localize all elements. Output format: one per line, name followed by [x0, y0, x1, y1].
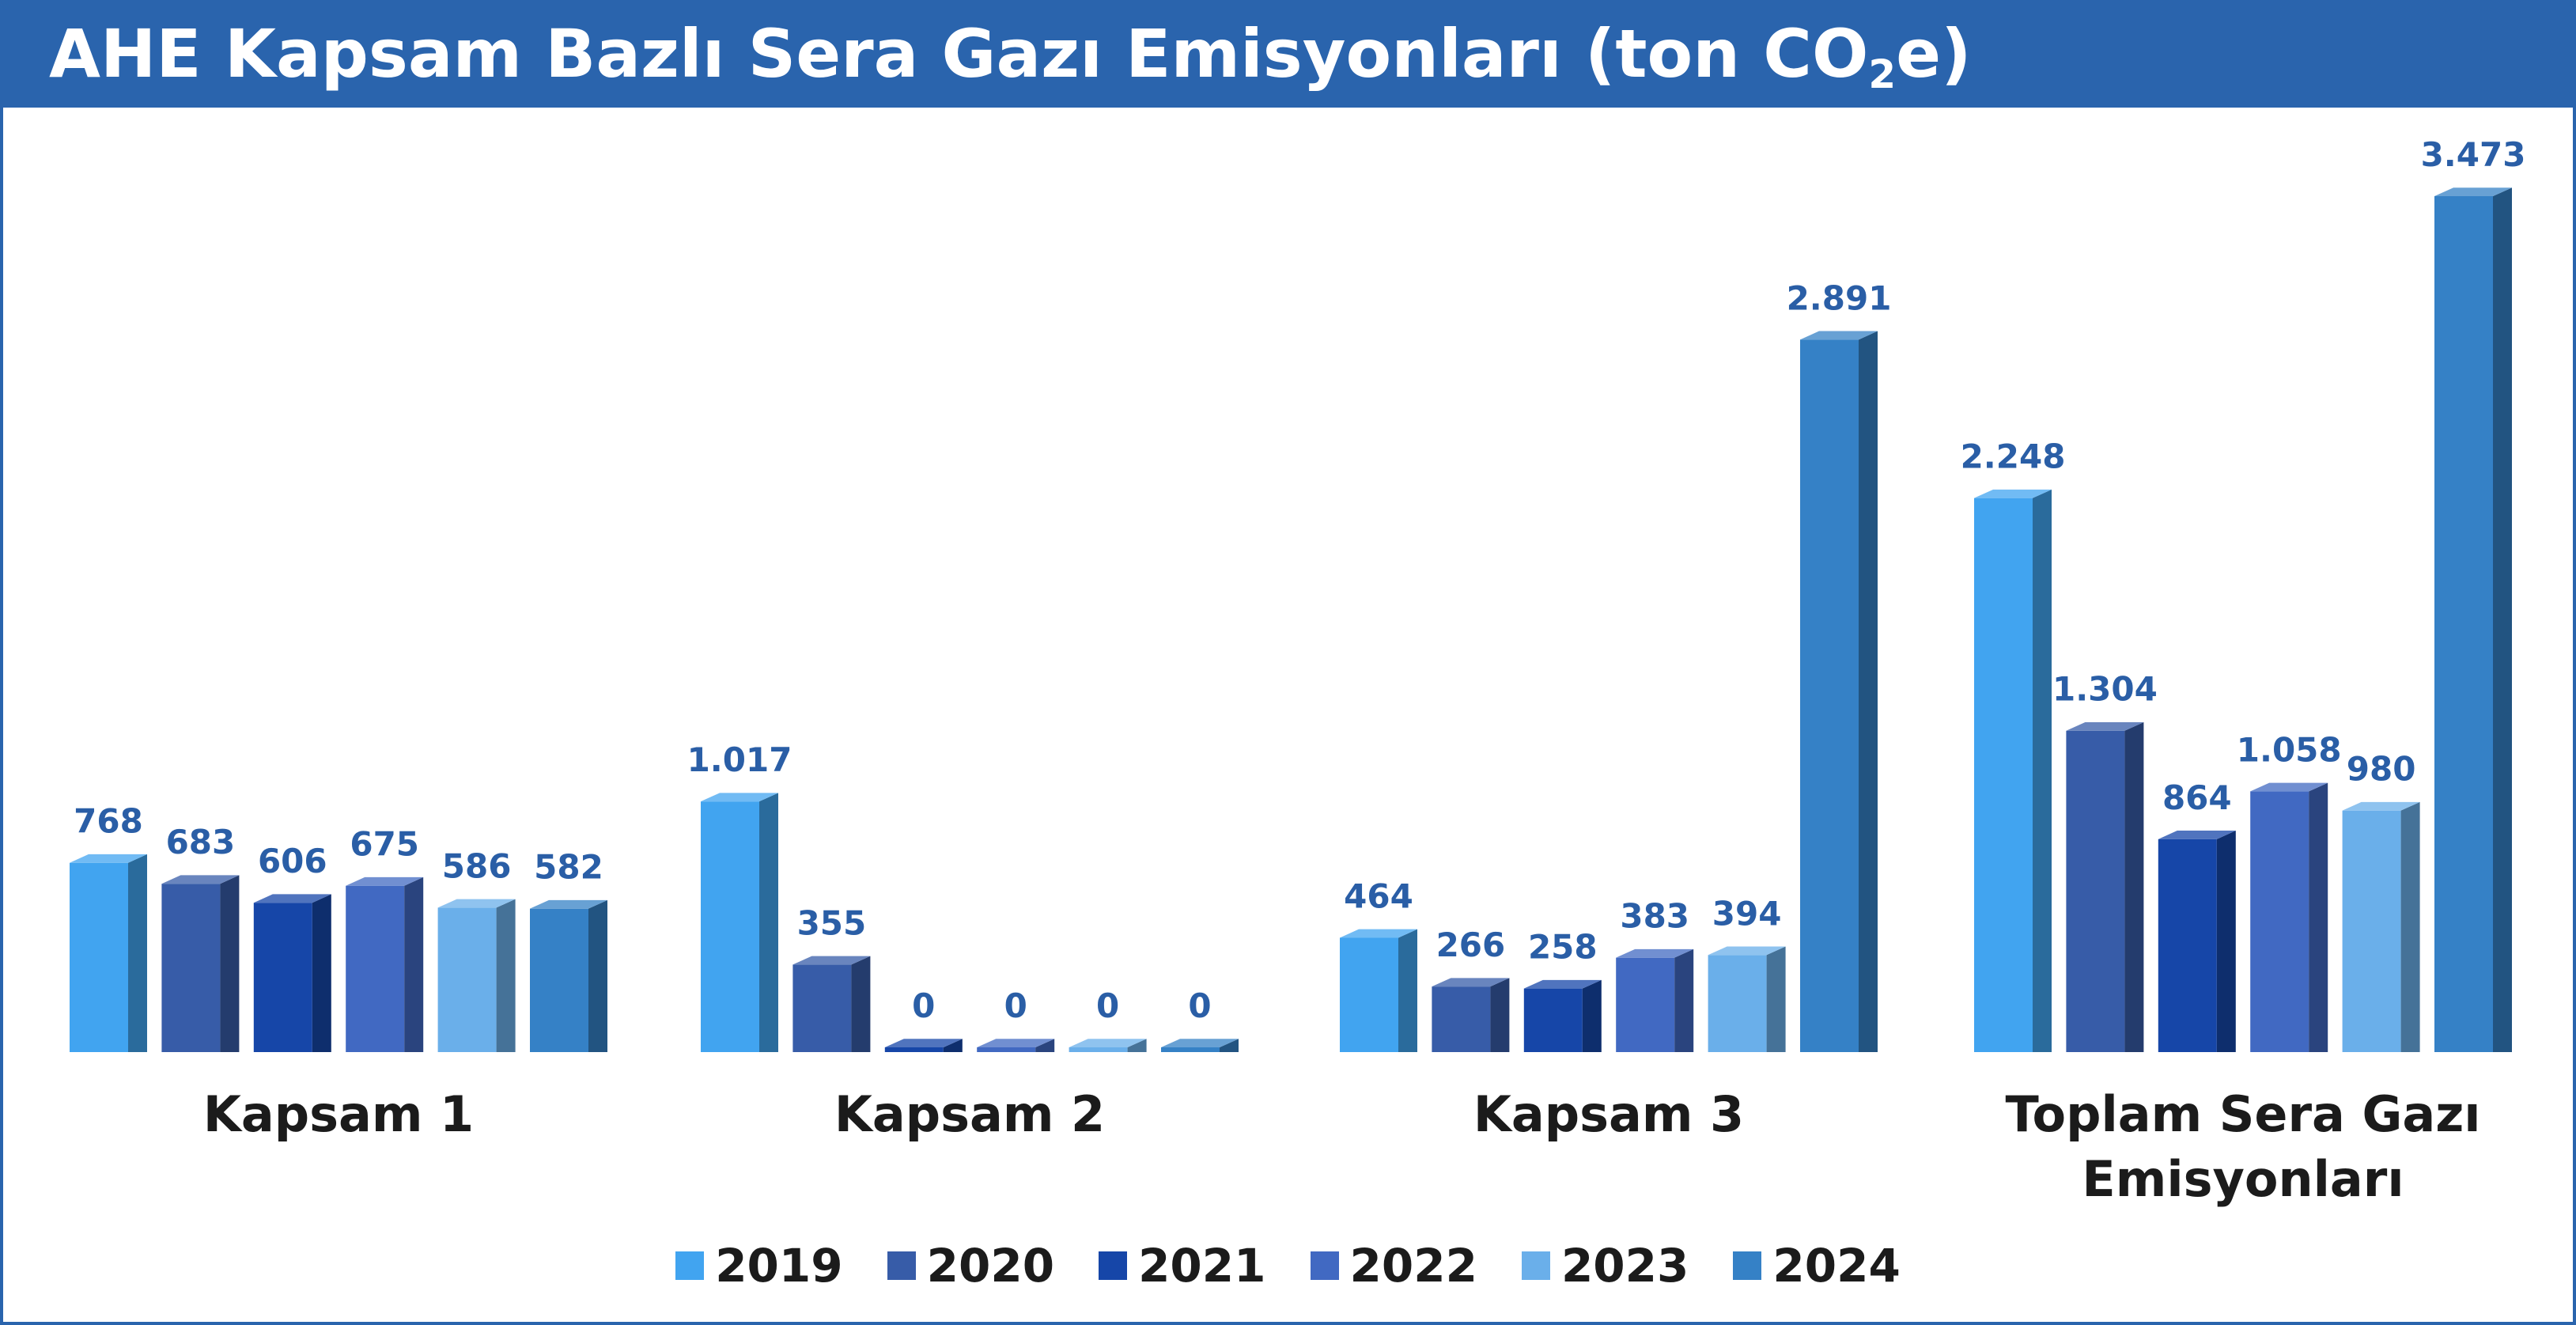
value-label: 383 [1620, 897, 1689, 936]
legend-item-2020: 2020 [887, 1239, 1054, 1293]
legend-item-2019: 2019 [675, 1239, 843, 1293]
bar-2022-3 [1616, 948, 1694, 1052]
value-label: 768 [74, 802, 143, 841]
legend-label: 2020 [926, 1239, 1055, 1293]
bar-2023-1 [437, 899, 516, 1052]
value-label: 980 [2347, 750, 2416, 789]
value-label: 675 [350, 825, 419, 864]
bar-2020-3 [1432, 978, 1510, 1052]
legend-swatch [1310, 1251, 1339, 1280]
bar-2021-3 [1523, 979, 1602, 1052]
value-label: 266 [1436, 926, 1506, 964]
bar-2019-1 [70, 854, 147, 1052]
value-label: 683 [166, 823, 236, 861]
bar-2022-2 [977, 1039, 1055, 1052]
legend-item-2021: 2021 [1099, 1239, 1266, 1293]
value-label: 355 [797, 903, 867, 942]
legend-swatch [1521, 1251, 1550, 1280]
category-label: Kapsam 3 [1473, 1085, 1744, 1143]
legend-item-2024: 2024 [1733, 1239, 1901, 1293]
category-label: Toplam Sera Gazı [2005, 1085, 2480, 1143]
bar-2021-4 [2158, 831, 2236, 1052]
value-label: 1.017 [687, 740, 792, 779]
value-label: 606 [258, 842, 327, 880]
legend-swatch [1733, 1251, 1762, 1280]
bar-2023-4 [2342, 801, 2420, 1052]
legend-label: 2024 [1772, 1239, 1901, 1293]
bar-2020-4 [2066, 721, 2144, 1052]
chart-title: AHE Kapsam Bazlı Sera Gazı Emisyonları (… [49, 15, 1972, 97]
legend-label: 2019 [715, 1239, 843, 1293]
legend-item-2022: 2022 [1310, 1239, 1477, 1293]
bar-2023-2 [1069, 1039, 1147, 1052]
value-label: 3.473 [2421, 135, 2526, 174]
bar-2024-4 [2434, 187, 2512, 1053]
value-label: 464 [1344, 876, 1413, 915]
category-label: Kapsam 2 [834, 1085, 1105, 1143]
bar-2019-4 [1974, 489, 2052, 1052]
value-label: 0 [912, 986, 935, 1025]
bar-2021-2 [884, 1039, 963, 1052]
legend-swatch [1099, 1251, 1128, 1280]
bar-2024-2 [1161, 1039, 1239, 1052]
value-label: 864 [2162, 778, 2232, 817]
value-label: 0 [1096, 986, 1119, 1025]
value-label: 394 [1712, 894, 1782, 933]
bar-2022-4 [2250, 782, 2328, 1052]
bar-2021-1 [253, 894, 331, 1052]
legend-item-2023: 2023 [1521, 1239, 1689, 1293]
bar-2024-1 [530, 899, 607, 1052]
bar-2019-2 [701, 793, 778, 1052]
category-label: Emisyonları [2082, 1150, 2404, 1208]
bar-2019-3 [1340, 929, 1417, 1052]
legend-label: 2023 [1560, 1239, 1689, 1293]
legend-swatch [887, 1251, 916, 1280]
value-label: 0 [1188, 986, 1211, 1025]
value-label: 2.248 [1961, 437, 2066, 476]
legend-label: 2022 [1349, 1239, 1477, 1293]
legend-label: 2021 [1138, 1239, 1266, 1293]
value-label: 1.058 [2237, 730, 2342, 769]
value-label: 586 [442, 846, 512, 885]
bar-2022-1 [346, 876, 424, 1052]
legend-swatch [675, 1251, 705, 1280]
value-label: 1.304 [2052, 670, 2158, 709]
legend: 2019 2020 2021 2022 2023 2024 [0, 1234, 2576, 1297]
category-label: Kapsam 1 [203, 1085, 474, 1143]
value-label: 258 [1528, 928, 1598, 967]
value-label: 2.891 [1787, 278, 1892, 317]
bar-2024-3 [1800, 331, 1878, 1052]
value-label: 582 [534, 848, 603, 887]
bar-2023-3 [1708, 946, 1786, 1052]
bar-2020-2 [792, 956, 871, 1052]
bar-2020-1 [161, 875, 240, 1052]
title-bar: AHE Kapsam Bazlı Sera Gazı Emisyonları (… [0, 0, 2576, 108]
value-label: 0 [1004, 986, 1027, 1025]
